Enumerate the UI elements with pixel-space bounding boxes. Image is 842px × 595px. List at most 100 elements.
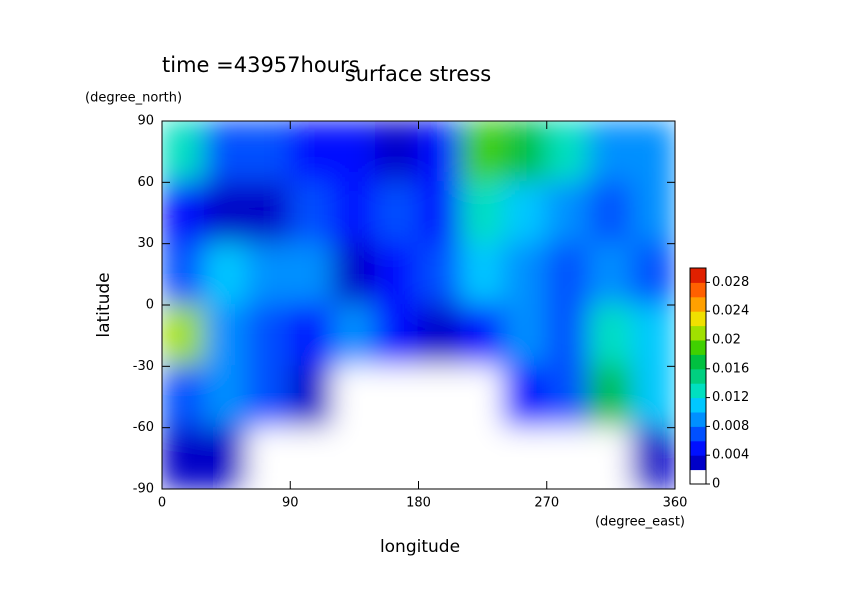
x-tick-label: 0: [158, 496, 166, 511]
x-tick-label: 180: [406, 496, 431, 511]
cell: [631, 304, 675, 368]
y-tick-label: 90: [137, 114, 154, 129]
y-tick-label: -30: [133, 359, 154, 374]
colorbar-swatch: [690, 426, 706, 442]
colorbar-swatch: [690, 368, 706, 384]
cell: [374, 121, 420, 184]
cell: [545, 121, 591, 184]
cell: [631, 181, 675, 245]
cell: [203, 181, 249, 245]
colorbar-swatch: [690, 325, 706, 341]
cell: [289, 181, 334, 245]
cell: [289, 242, 334, 306]
y-tick-label: -90: [133, 482, 154, 497]
x-tick-label: 360: [663, 496, 688, 511]
colorbar-swatch: [690, 354, 706, 370]
cell: [332, 304, 377, 368]
cell: [545, 426, 591, 489]
cell: [332, 365, 377, 429]
x-units: (degree_east): [595, 515, 685, 530]
cell: [545, 365, 591, 429]
colorbar-swatch: [690, 455, 706, 471]
colorbar-tick-label: 0.016: [712, 361, 749, 376]
cell: [503, 365, 548, 429]
cell: [332, 181, 377, 245]
colorbar-tick-label: 0.008: [712, 419, 749, 434]
cell: [417, 426, 463, 489]
cell: [588, 242, 634, 306]
cell: [460, 242, 505, 306]
cell: [460, 426, 505, 489]
cell: [289, 426, 334, 489]
field-cells: [162, 121, 675, 489]
colorbar-swatch: [690, 397, 706, 413]
cell: [545, 242, 591, 306]
cell: [162, 242, 206, 306]
colorbar-swatch: [690, 469, 706, 485]
colorbar-swatch: [690, 440, 706, 456]
y-axis-label: latitude: [94, 272, 114, 337]
cell: [374, 181, 420, 245]
cell: [374, 242, 420, 306]
cell: [503, 242, 548, 306]
cell: [588, 181, 634, 245]
colorbar-tick-label: 0.012: [712, 390, 749, 405]
cell: [246, 365, 292, 429]
colorbar-swatch: [690, 383, 706, 399]
colorbar-swatch: [690, 268, 706, 283]
y-tick-label: 60: [137, 175, 154, 190]
cell: [246, 426, 292, 489]
cell: [417, 304, 463, 368]
colorbar-swatch: [690, 412, 706, 427]
cell: [332, 121, 377, 184]
colorbar: 0 0.004 0.008 0.012 0.016 0.02 0.024 0.028: [689, 267, 749, 492]
cell: [545, 304, 591, 368]
cell: [460, 304, 505, 368]
cell: [631, 426, 675, 489]
cell: [289, 121, 334, 184]
cell: [246, 304, 292, 368]
cell: [162, 365, 206, 429]
cell: [503, 121, 548, 184]
y-tick-label: 0: [146, 298, 154, 313]
cell: [203, 365, 249, 429]
y-tick-label: -60: [133, 420, 154, 435]
cell: [162, 304, 206, 368]
cell: [332, 426, 377, 489]
cell: [503, 426, 548, 489]
cell: [417, 365, 463, 429]
cell: [203, 121, 249, 184]
cell: [203, 426, 249, 489]
cell: [289, 365, 334, 429]
axes: 0 90 180 270 360 -90 -60 -30 0 30 60 90: [133, 114, 688, 511]
cell: [588, 304, 634, 368]
y-units: (degree_north): [85, 91, 182, 106]
colorbar-tick-label: 0.004: [712, 448, 749, 463]
cell: [631, 242, 675, 306]
cell: [417, 181, 463, 245]
cell: [203, 304, 249, 368]
cell: [289, 304, 334, 368]
x-axis-label: longitude: [380, 537, 460, 557]
cell: [588, 121, 634, 184]
x-tick-label: 270: [534, 496, 559, 511]
cell: [631, 121, 675, 184]
colorbar-tick-label: 0.02: [712, 333, 741, 348]
cell: [374, 304, 420, 368]
colorbar-tick-label: 0: [712, 477, 720, 492]
colorbar-tick-label: 0.024: [712, 304, 749, 319]
cell: [246, 242, 292, 306]
cell: [162, 121, 206, 184]
cell: [631, 365, 675, 429]
cell: [588, 365, 634, 429]
x-tick-label: 90: [282, 496, 299, 511]
cell: [417, 121, 463, 184]
chart-title: surface stress: [345, 62, 491, 86]
cell: [460, 181, 505, 245]
cell: [374, 426, 420, 489]
cell: [374, 365, 420, 429]
colorbar-frame: [689, 267, 707, 485]
colorbar-swatch: [690, 282, 706, 298]
cell: [460, 365, 505, 429]
